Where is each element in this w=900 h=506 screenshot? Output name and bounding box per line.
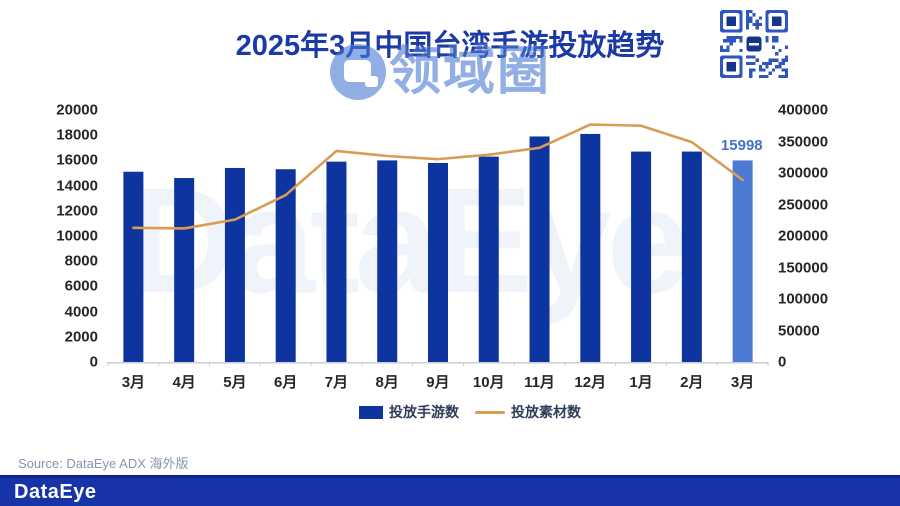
source-note: Source: DataEye ADX 海外版 <box>18 456 189 471</box>
legend: 投放手游数 投放素材数 <box>0 402 900 422</box>
qr-code-image <box>720 10 788 78</box>
chart-bar <box>123 171 144 362</box>
chart-bar <box>326 161 347 362</box>
x-tick-label: 9月 <box>426 374 450 391</box>
legend-label: 投放素材数 <box>511 404 581 420</box>
x-tick-label: 6月 <box>274 374 298 391</box>
legend-label: 投放手游数 <box>389 404 459 420</box>
chart-bar <box>275 169 296 362</box>
x-tick-label: 8月 <box>375 374 399 391</box>
y-tick-label: 0 <box>89 353 98 371</box>
line-swatch-icon <box>475 410 505 414</box>
right-y-axis: 0 50000 100000 150000 200000 250000 300000 3500… <box>778 102 900 371</box>
chart-bar <box>174 178 195 362</box>
y-tick-label: 6000 <box>64 277 98 295</box>
left-y-axis: 0 2000 4000 6000 8000 10000 12000 14000 16000 180… <box>0 102 108 371</box>
x-tick-label: 3月 <box>121 374 146 391</box>
chart-bar <box>428 162 448 362</box>
bar-line-chart <box>107 123 769 366</box>
chart-bar <box>224 167 245 362</box>
y-tick-label: 20000 <box>56 101 98 119</box>
chart-bar <box>478 156 499 362</box>
y-tick-label: 300000 <box>778 164 829 182</box>
x-tick-label: 5月 <box>223 374 247 391</box>
y-tick-label: 0 <box>778 353 787 371</box>
y-tick-label: 250000 <box>778 196 829 213</box>
y-tick-label: 100000 <box>778 290 829 308</box>
x-tick-label: 7月 <box>324 374 349 391</box>
footer-bar: DataEye <box>0 475 900 506</box>
bar-swatch-icon <box>359 405 383 419</box>
y-tick-label: 10000 <box>56 227 98 245</box>
y-tick-label: 14000 <box>56 177 98 195</box>
y-tick-label: 4000 <box>64 303 98 321</box>
chart-bar <box>377 160 398 362</box>
y-tick-label: 16000 <box>56 151 98 169</box>
x-axis-labels: 3月 4月 5月 6月 7月 8月 9月 10月 11月 12月 1月 2月 3月 <box>108 371 768 392</box>
chart-bar <box>580 133 601 362</box>
y-tick-label: 2000 <box>64 328 98 346</box>
x-tick-label: 12月 <box>574 374 607 391</box>
bar-value-label: 15998 <box>720 137 763 155</box>
x-tick-label: 11月 <box>524 374 555 391</box>
dataeye-logo: DataEye <box>14 480 97 503</box>
y-tick-label: 18000 <box>56 126 98 144</box>
plot-area: DataEye 15998 <box>107 110 769 366</box>
legend-item: 投放素材数 <box>475 402 581 422</box>
chart-bar <box>681 151 702 362</box>
chart-bar <box>732 160 753 362</box>
x-tick-label: 4月 <box>172 374 196 391</box>
trend-chart: 0 2000 4000 6000 8000 10000 12000 14000 16000 180… <box>0 102 900 450</box>
qr-code <box>720 10 788 78</box>
y-tick-label: 350000 <box>778 133 829 150</box>
chart-bar <box>529 136 550 362</box>
y-tick-label: 12000 <box>56 202 98 220</box>
legend-item: 投放手游数 <box>359 402 459 422</box>
x-tick-label: 1月 <box>629 374 653 391</box>
y-tick-label: 200000 <box>778 227 829 245</box>
y-tick-label: 400000 <box>778 101 829 119</box>
x-tick-label: 3月 <box>730 374 755 391</box>
trend-line <box>132 123 744 230</box>
y-tick-label: 8000 <box>64 252 98 270</box>
page-title: 2025年3月中国台湾手游投放趋势 <box>235 30 665 62</box>
y-tick-label: 150000 <box>778 259 829 276</box>
x-tick-label: 10月 <box>472 374 505 391</box>
y-tick-label: 50000 <box>778 322 820 339</box>
x-tick-label: 2月 <box>680 374 704 391</box>
chart-bar <box>631 151 652 362</box>
